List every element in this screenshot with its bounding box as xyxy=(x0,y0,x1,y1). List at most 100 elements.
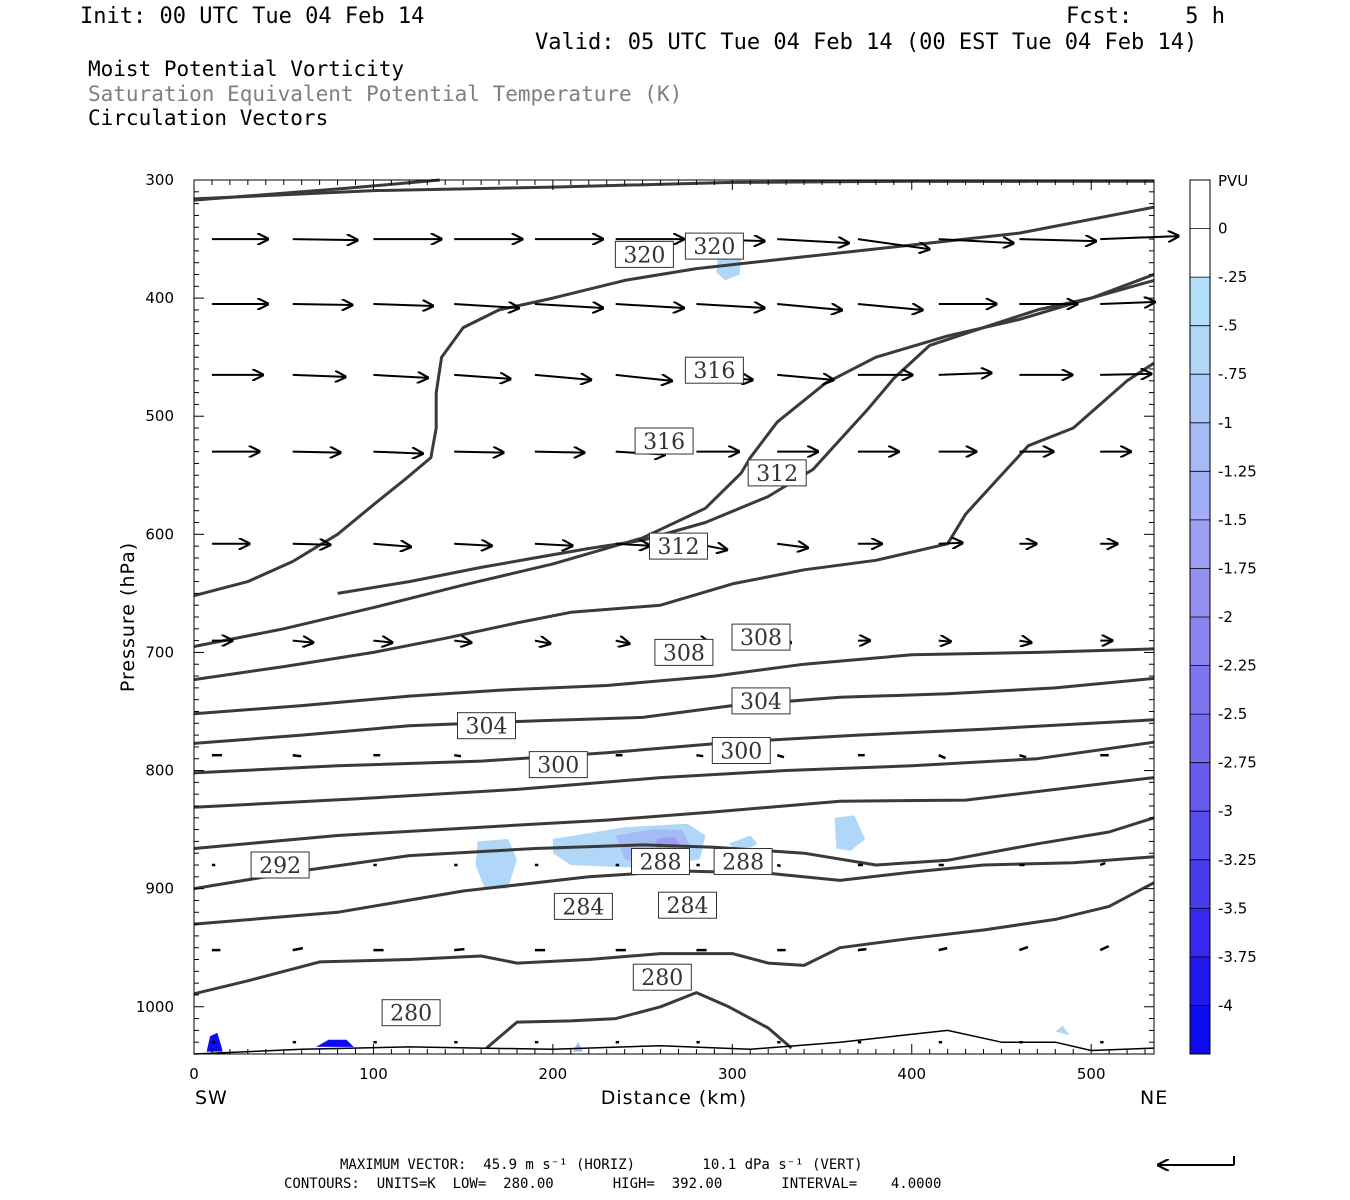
circulation-vector xyxy=(534,375,591,380)
circulation-vector xyxy=(777,375,833,380)
circulation-vector xyxy=(615,544,650,546)
contour-label-box xyxy=(631,848,690,875)
contour-label-box xyxy=(658,891,717,919)
colorbar-cell xyxy=(1190,374,1210,424)
pv-patch xyxy=(475,839,517,889)
colorbar-label: -.5 xyxy=(1218,317,1238,335)
legend-vectors: Circulation Vectors xyxy=(88,106,329,130)
circulation-vector xyxy=(777,544,808,548)
colorbar-cell xyxy=(1190,714,1210,764)
contour-label-box xyxy=(684,356,744,384)
contour-label-text: 300 xyxy=(537,754,579,779)
contour-label: 312 xyxy=(649,532,708,560)
contour-line xyxy=(193,740,1155,809)
contour-label-box xyxy=(731,687,791,715)
contour-label-box xyxy=(250,851,310,879)
circulation-vector xyxy=(938,239,1014,243)
contour-label-text: 308 xyxy=(663,641,705,666)
circulation-vector xyxy=(938,946,948,952)
circulation-vector xyxy=(454,947,465,952)
contour-label: 320 xyxy=(684,232,744,260)
theta-es-contours xyxy=(193,178,1155,1055)
circulation-vector xyxy=(292,304,353,305)
contour-label-text: 312 xyxy=(658,535,700,560)
colorbar-label: -3.75 xyxy=(1218,948,1257,966)
circulation-vector xyxy=(857,238,929,249)
contour-label: 304 xyxy=(731,687,791,715)
y-tick-label: 400 xyxy=(145,289,174,307)
circulation-vector xyxy=(615,304,684,308)
pv-patch xyxy=(1055,1025,1070,1036)
contour-label-text: 316 xyxy=(693,359,735,384)
circulation-vector xyxy=(615,375,672,381)
circulation-vector xyxy=(1099,944,1110,952)
circulation-vector xyxy=(292,753,302,758)
contour-label-text: 284 xyxy=(562,895,604,920)
colorbar-label: -3.5 xyxy=(1218,899,1247,917)
colorbar-label: -1.75 xyxy=(1218,559,1257,577)
circulation-vector xyxy=(696,304,764,308)
pv-patch xyxy=(316,1039,354,1047)
contour-label-box xyxy=(684,232,744,260)
y-tick-label: 1000 xyxy=(136,998,174,1016)
colorbar-cell xyxy=(1190,956,1210,1006)
colorbar-cell xyxy=(1190,617,1210,667)
contour-line xyxy=(337,273,1155,595)
contour-label: 320 xyxy=(614,240,674,268)
forecast-hour: Fcst: 5 h xyxy=(1066,4,1225,29)
contour-label-text: 292 xyxy=(259,854,301,879)
contour-label-box xyxy=(634,427,694,455)
colorbar-cell xyxy=(1190,859,1210,909)
colorbar-cell xyxy=(1190,277,1210,327)
pv-shading xyxy=(206,233,1070,1052)
circulation-vector xyxy=(292,946,304,952)
contour-label: 284 xyxy=(658,891,717,919)
y-tick-label: 700 xyxy=(145,643,174,661)
y-tick-label: 600 xyxy=(145,525,174,543)
circulation-vector xyxy=(292,641,313,643)
circulation-vector xyxy=(1099,861,1106,867)
circulation-vector xyxy=(534,544,572,546)
colorbar-label: -1.25 xyxy=(1218,462,1257,480)
contour-label-text: 316 xyxy=(643,430,685,455)
circulation-vector xyxy=(454,375,510,379)
contour-label-box xyxy=(713,848,773,875)
circulation-vector xyxy=(776,863,781,868)
circulation-vector xyxy=(615,641,630,644)
contour-label: 304 xyxy=(457,712,516,740)
circulation-vector xyxy=(373,452,422,454)
colorbar-label: -3.25 xyxy=(1218,851,1257,869)
contour-label-box xyxy=(457,712,516,740)
colorbar-cell xyxy=(1190,422,1210,472)
y-tick-label: 900 xyxy=(145,880,174,898)
circulation-vector xyxy=(1018,945,1029,952)
circulation-vector xyxy=(857,303,923,310)
contour-label-text: 304 xyxy=(466,715,508,740)
contour-label-text: 304 xyxy=(740,690,782,715)
circulation-vector xyxy=(454,544,491,546)
y-axis-title: Pressure (hPa) xyxy=(117,542,139,692)
contour-label-box xyxy=(649,532,708,560)
circulation-vector xyxy=(534,452,584,453)
circulation-vector xyxy=(454,641,471,643)
colorbar-cell xyxy=(1190,568,1210,618)
circulation-vector xyxy=(534,304,603,308)
circulation-vector xyxy=(777,239,848,243)
circulation-vector xyxy=(454,753,462,758)
circulation-vector xyxy=(938,543,963,544)
circulation-vector xyxy=(373,641,392,643)
y-tick-label: 500 xyxy=(145,407,174,425)
contour-label-text: 280 xyxy=(641,966,683,991)
contour-label: 280 xyxy=(632,963,692,991)
contour-label-text: 300 xyxy=(720,740,762,765)
contour-label: 288 xyxy=(631,848,690,876)
legend-theta-es: Saturation Equivalent Potential Temperat… xyxy=(88,82,683,106)
pv-colorbar: 0 -.25 -.5 -.75 -1 -1.25 -1.5 -1.75 -2 -2.25 -2.5 -… xyxy=(1189,179,1257,1055)
contour-line xyxy=(193,676,1155,745)
circulation-vector xyxy=(857,947,867,952)
contour-label-text: 308 xyxy=(740,626,782,651)
circulation-vector xyxy=(534,641,550,644)
contour-label-box xyxy=(654,638,714,666)
contour-label: 300 xyxy=(528,751,588,779)
